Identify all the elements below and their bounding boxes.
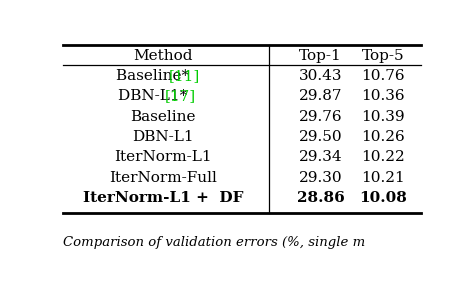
Text: 10.36: 10.36 bbox=[361, 89, 405, 104]
Text: DBN-L1: DBN-L1 bbox=[133, 130, 194, 144]
Text: DBN-L1*: DBN-L1* bbox=[118, 89, 192, 104]
Text: 30.43: 30.43 bbox=[299, 69, 342, 83]
Text: Top-1: Top-1 bbox=[299, 49, 342, 63]
Text: 29.87: 29.87 bbox=[299, 89, 342, 104]
Text: 29.34: 29.34 bbox=[299, 150, 342, 164]
Text: 10.21: 10.21 bbox=[361, 171, 405, 185]
Text: Comparison of validation errors (%, single m: Comparison of validation errors (%, sing… bbox=[63, 237, 365, 250]
Text: 29.76: 29.76 bbox=[299, 110, 342, 124]
Text: 10.08: 10.08 bbox=[359, 191, 407, 205]
Text: 10.76: 10.76 bbox=[361, 69, 405, 83]
Text: 10.39: 10.39 bbox=[361, 110, 405, 124]
Text: Baseline: Baseline bbox=[130, 110, 196, 124]
Text: Top-5: Top-5 bbox=[362, 49, 404, 63]
Text: [11]: [11] bbox=[169, 69, 200, 83]
Text: 28.86: 28.86 bbox=[297, 191, 345, 205]
Text: 29.50: 29.50 bbox=[299, 130, 342, 144]
Text: IterNorm-L1: IterNorm-L1 bbox=[114, 150, 212, 164]
Text: 29.30: 29.30 bbox=[299, 171, 342, 185]
Text: 10.22: 10.22 bbox=[361, 150, 405, 164]
Text: Method: Method bbox=[134, 49, 193, 63]
Text: IterNorm-Full: IterNorm-Full bbox=[110, 171, 217, 185]
Text: 10.26: 10.26 bbox=[361, 130, 405, 144]
Text: IterNorm-L1 +  DF: IterNorm-L1 + DF bbox=[83, 191, 244, 205]
Text: [17]: [17] bbox=[165, 89, 195, 104]
Text: Baseline*: Baseline* bbox=[116, 69, 194, 83]
